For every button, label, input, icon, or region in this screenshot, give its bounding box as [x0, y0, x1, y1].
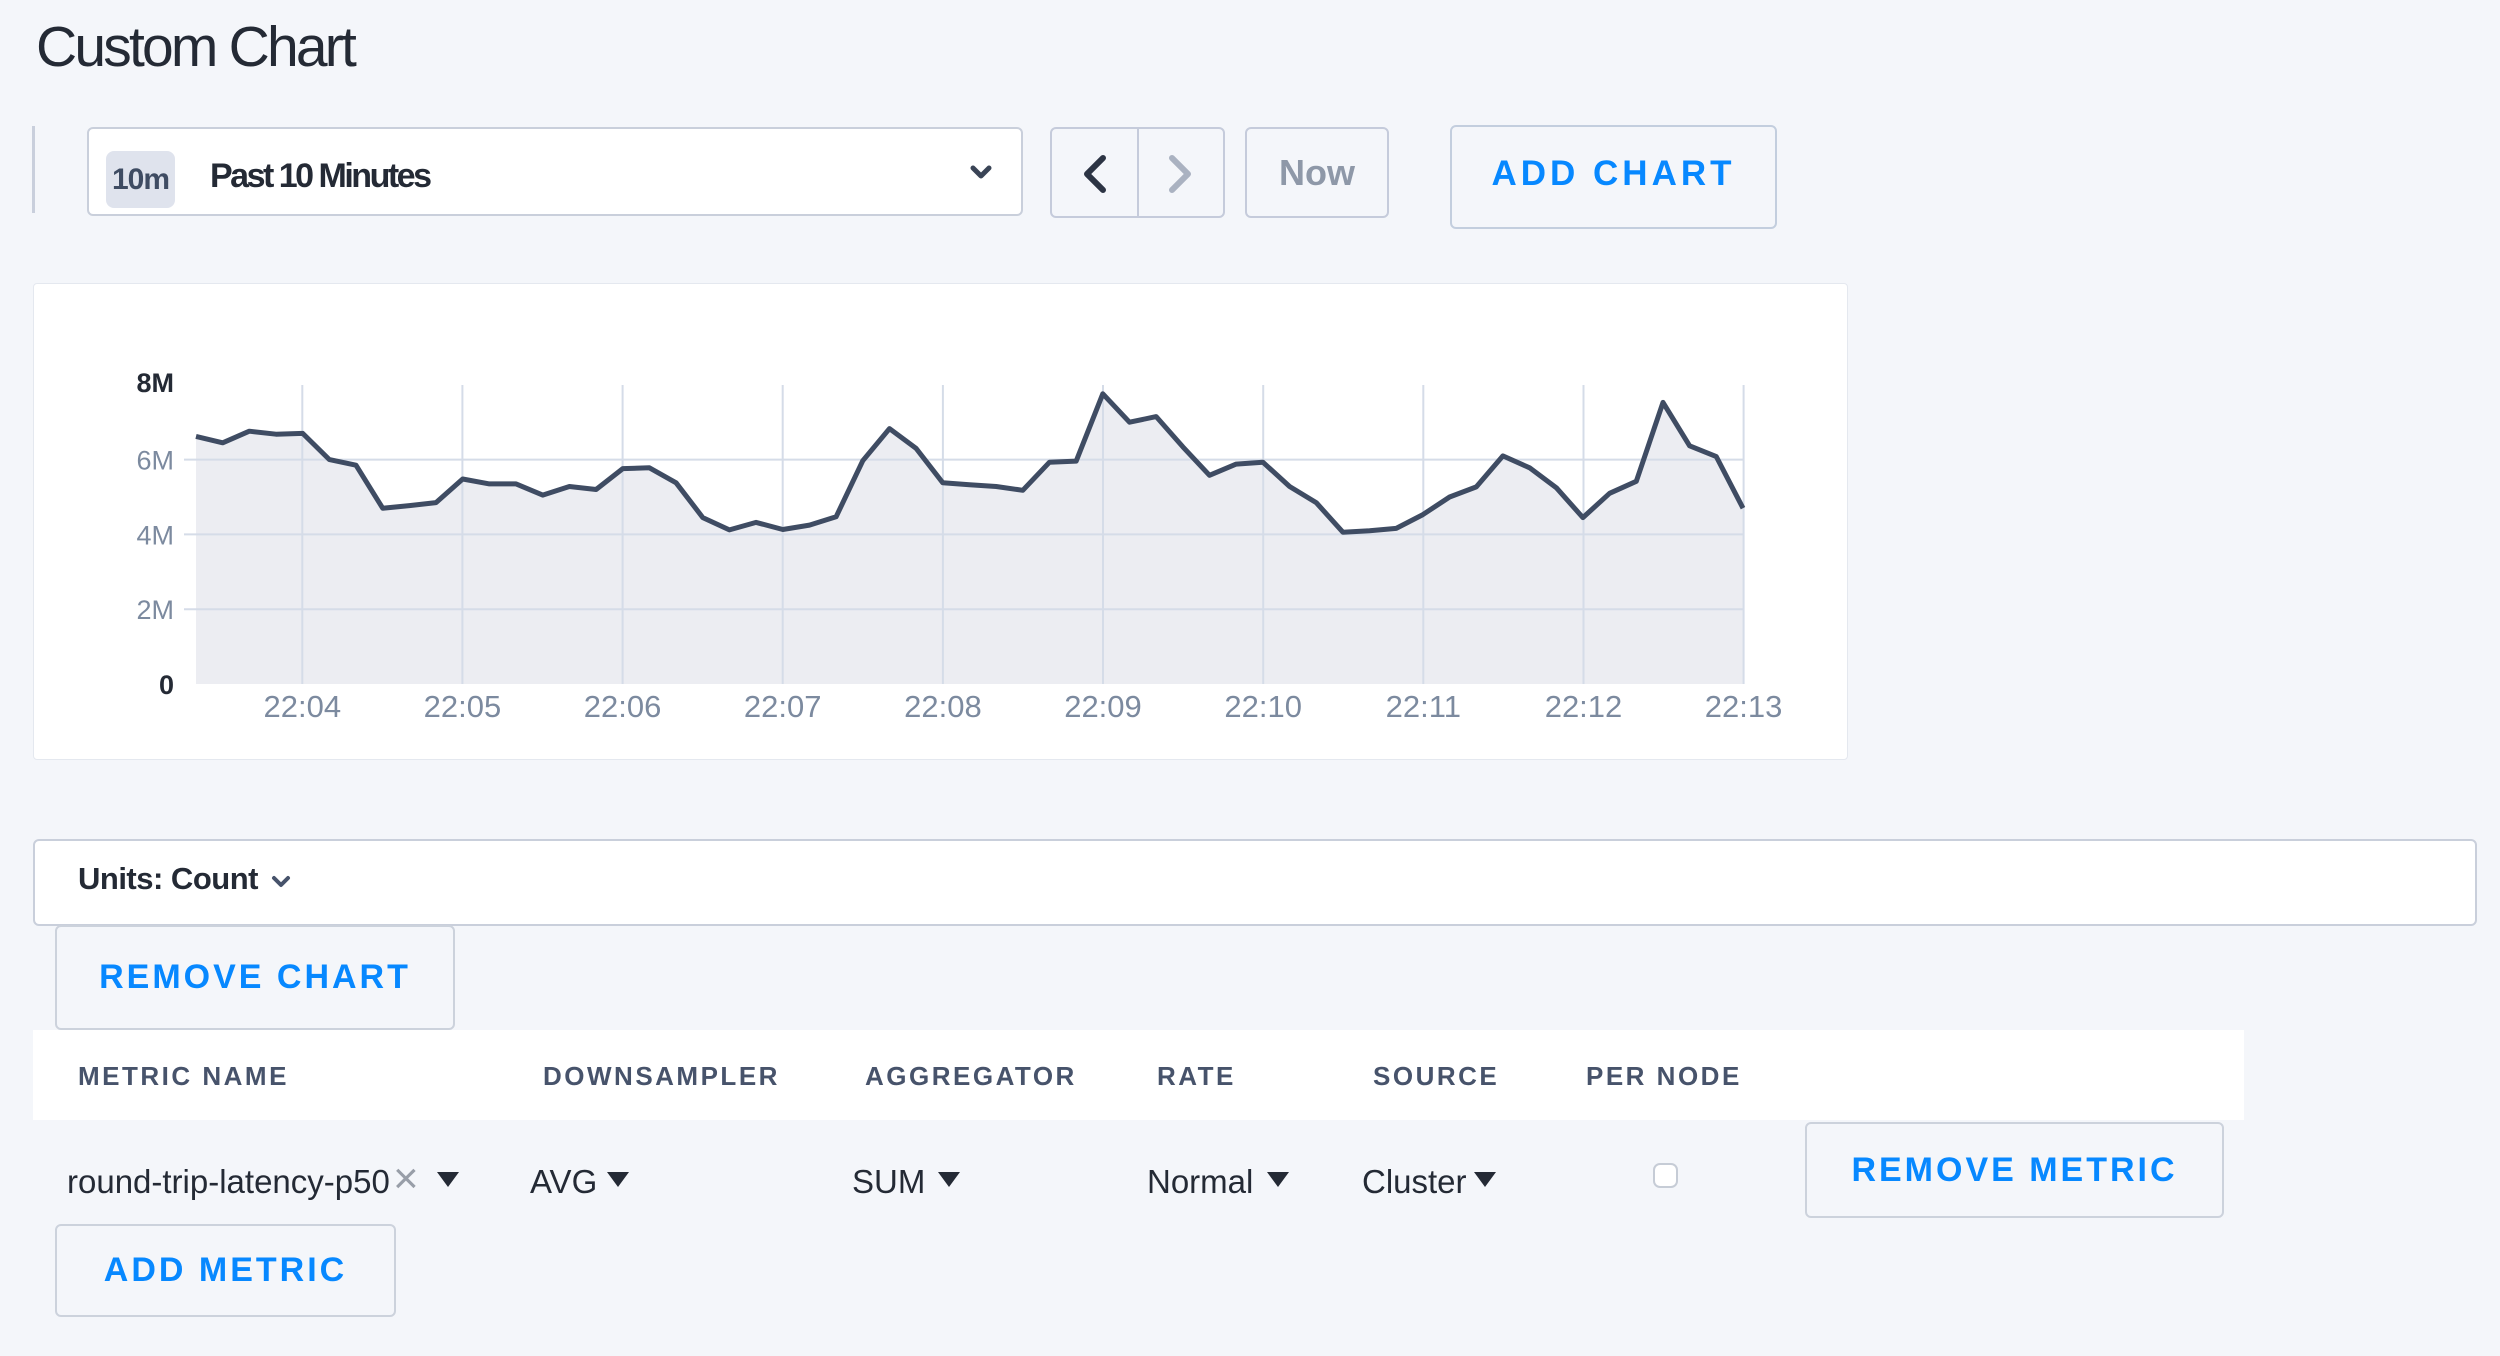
- svg-text:22:09: 22:09: [1064, 689, 1142, 724]
- svg-text:22:04: 22:04: [264, 689, 342, 724]
- svg-text:8M: 8M: [136, 368, 174, 398]
- svg-text:22:11: 22:11: [1386, 689, 1461, 724]
- svg-text:22:12: 22:12: [1545, 689, 1623, 724]
- svg-text:0: 0: [159, 670, 174, 700]
- svg-text:6M: 6M: [136, 446, 174, 476]
- svg-text:22:13: 22:13: [1705, 689, 1783, 724]
- svg-text:2M: 2M: [136, 595, 174, 625]
- svg-text:22:06: 22:06: [584, 689, 662, 724]
- svg-text:22:10: 22:10: [1224, 689, 1302, 724]
- svg-text:22:08: 22:08: [904, 689, 982, 724]
- svg-text:22:05: 22:05: [424, 689, 502, 724]
- svg-text:22:07: 22:07: [744, 689, 822, 724]
- svg-text:4M: 4M: [136, 520, 174, 550]
